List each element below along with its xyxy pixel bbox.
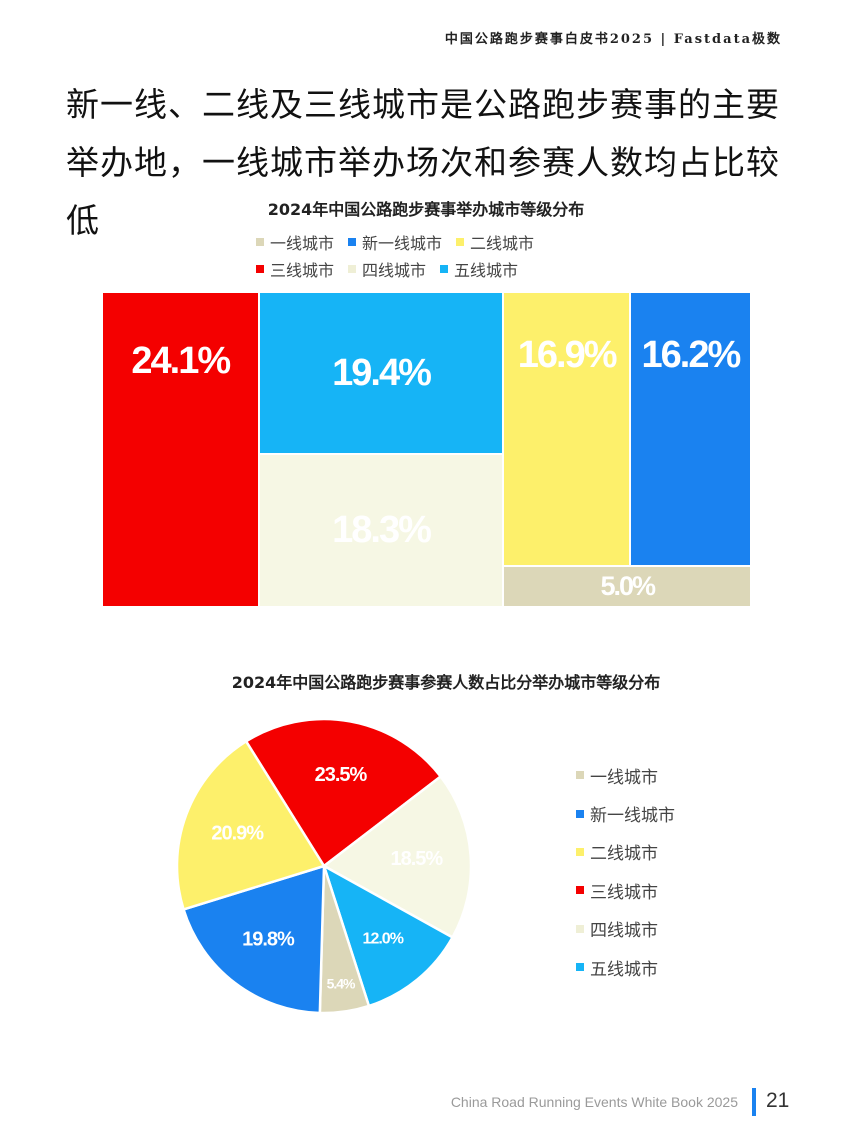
treemap-legend-item: 五线城市 xyxy=(440,257,518,281)
treemap-legend-item: 三线城市 xyxy=(256,257,334,281)
pie-slice-label: 18.5% xyxy=(390,848,443,870)
footer-book-title: China Road Running Events White Book 202… xyxy=(450,1094,738,1110)
legend-swatch xyxy=(576,809,584,818)
treemap-tile-label: 5.0% xyxy=(600,570,656,601)
treemap-tile-tier3: 24.1% xyxy=(103,293,258,606)
pie-legend-item: 一线城市 xyxy=(576,756,675,794)
page-headline: 新一线、二线及三线城市是公路跑步赛事的主要举办地，一线城市举办场次和参赛人数均占… xyxy=(66,85,780,240)
treemap-tile-tier4: 18.3% xyxy=(259,455,503,606)
treemap-tile-label: 16.9% xyxy=(517,334,618,377)
treemap-tile-label: 18.3% xyxy=(332,509,432,552)
pie-legend-item: 四线城市 xyxy=(576,910,675,948)
legend-label: 四线城市 xyxy=(362,261,427,280)
treemap-tile-label: 19.4% xyxy=(332,351,432,394)
treemap-legend-item: 二线城市 xyxy=(456,230,534,254)
footer-accent-bar xyxy=(752,1088,756,1116)
legend-swatch xyxy=(348,238,357,246)
legend-label: 三线城市 xyxy=(590,882,658,903)
pie-slice-label: 19.8% xyxy=(242,929,295,951)
pie-slice xyxy=(244,717,443,868)
treemap-legend-row-2: 三线城市 四线城市 五线城市 xyxy=(256,257,532,281)
pie-slice-label: 20.9% xyxy=(211,823,264,845)
legend-swatch xyxy=(576,963,584,972)
pie-legend-item: 五线城市 xyxy=(576,948,675,986)
treemap-legend-item: 一线城市 xyxy=(256,230,334,254)
legend-label: 三线城市 xyxy=(270,261,335,280)
pie-slice xyxy=(175,739,326,911)
legend-label: 四线城市 xyxy=(590,921,658,942)
pie-slice xyxy=(181,864,326,1015)
legend-label: 二线城市 xyxy=(590,844,658,865)
pie-slice xyxy=(321,774,473,940)
legend-swatch xyxy=(256,238,264,246)
treemap-tile-label: 16.2% xyxy=(641,334,742,377)
treemap-tile-new-tier1: 16.2% xyxy=(630,293,750,565)
page-number: 21 xyxy=(766,1089,790,1112)
legend-swatch xyxy=(576,924,584,933)
legend-swatch xyxy=(348,265,357,273)
treemap-legend-row-1: 一线城市 新一线城市 二线城市 xyxy=(256,230,548,254)
pie-legend-item: 三线城市 xyxy=(576,871,675,909)
treemap-tile-tier1: 5.0% xyxy=(504,566,750,606)
legend-label: 一线城市 xyxy=(590,767,658,788)
pie-legend-item: 新一线城市 xyxy=(576,794,675,832)
legend-label: 五线城市 xyxy=(454,261,519,280)
pie-slice-label: 23.5% xyxy=(315,764,368,786)
pie-slice xyxy=(318,865,371,1015)
legend-label: 新一线城市 xyxy=(362,234,443,253)
treemap-legend-item: 四线城市 xyxy=(348,257,426,281)
legend-swatch xyxy=(576,886,584,895)
legend-swatch xyxy=(256,265,264,273)
pie-legend-item: 二线城市 xyxy=(576,833,675,871)
treemap-tile-tier2: 16.9% xyxy=(504,293,629,565)
pie-slice-label: 5.4% xyxy=(327,975,356,991)
treemap-tile-tier5: 19.4% xyxy=(259,293,503,454)
legend-swatch xyxy=(576,847,584,856)
report-header: 中国公路跑步赛事白皮书2025 | Fastdata极数 xyxy=(444,32,782,47)
legend-label: 二线城市 xyxy=(470,234,535,253)
legend-swatch xyxy=(440,265,449,273)
pie-slice xyxy=(321,863,455,1008)
pie-chart-title: 2024年中国公路跑步赛事参赛人数占比分举办城市等级分布 xyxy=(231,673,661,692)
treemap-chart-title: 2024年中国公路跑步赛事举办城市等级分布 xyxy=(267,200,585,219)
legend-swatch xyxy=(576,771,584,780)
legend-label: 五线城市 xyxy=(590,959,658,980)
treemap-legend-item: 新一线城市 xyxy=(348,230,442,254)
legend-label: 一线城市 xyxy=(270,234,335,253)
legend-swatch xyxy=(456,238,465,246)
legend-label: 新一线城市 xyxy=(590,806,675,827)
pie-slice-label: 12.0% xyxy=(363,931,404,948)
pie-legend: 一线城市 新一线城市 二线城市 三线城市 四线城市 五线城市 xyxy=(576,756,689,986)
treemap-tile-label: 24.1% xyxy=(131,340,231,383)
